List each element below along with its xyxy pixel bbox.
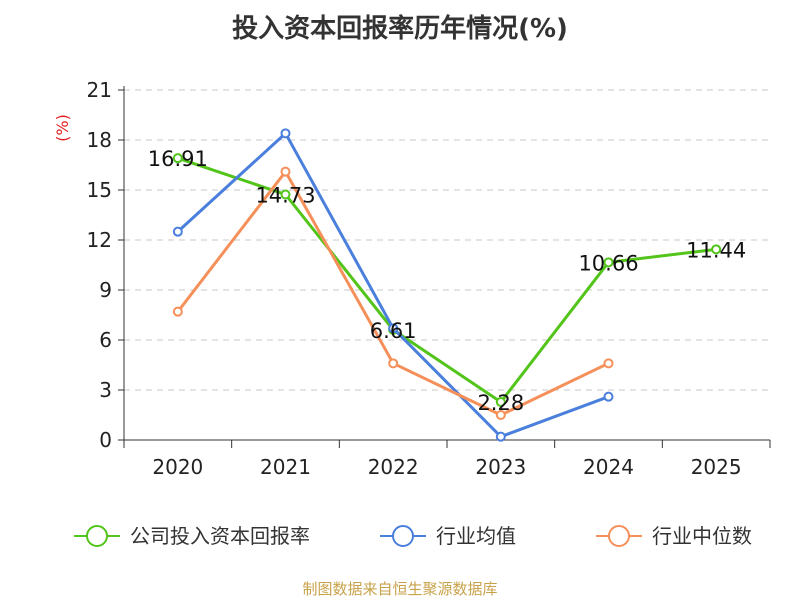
data-labels: 16.91 14.73 6.61 2.28 10.66 11.44 [148,147,746,415]
series-2-point-2024[interactable] [603,358,614,369]
series-1-point-2023[interactable] [495,431,506,442]
y-tick-label: 6 [99,328,112,352]
legend-label: 公司投入资本回报率 [130,524,310,548]
data-label-2023: 2.28 [477,391,524,415]
series-0-point-2020[interactable] [172,153,183,164]
legend-marker [86,525,108,547]
y-tick-label: 21 [87,78,112,102]
legend-item-2[interactable]: 行业中位数 [596,524,752,548]
series-0-point-2021[interactable] [280,189,291,200]
data-label-2024: 10.66 [578,251,638,275]
series-0-point-2025[interactable] [711,244,722,255]
series-1-point-2021[interactable] [280,128,291,139]
series-2-point-2020[interactable] [172,306,183,317]
y-tick-label: 9 [99,278,112,302]
source-note: 制图数据来自恒生聚源数据库 [302,580,498,598]
x-tick-label-2024: 2024 [583,455,634,479]
series-1-point-2024[interactable] [603,391,614,402]
x-tick-label-2021: 2021 [260,455,311,479]
series-line-2 [176,170,610,417]
series-2-point-2023[interactable] [495,410,506,420]
legend[interactable]: 公司投入资本回报率 行业均值 行业中位数 [74,524,752,548]
data-label-2020: 16.91 [148,147,208,171]
series-line-0 [177,156,717,404]
y-tick-label: 15 [87,178,112,202]
gridlines [124,89,770,391]
data-label-2022: 6.61 [370,319,417,343]
x-tick-label-2020: 2020 [152,455,203,479]
legend-label: 行业中位数 [652,524,752,548]
y-tick-label: 12 [87,228,112,252]
data-label-2025: 11.44 [686,238,746,262]
y-axis-unit-label: (%) [53,114,72,142]
y-tick-label: 0 [99,428,112,452]
legend-marker [608,525,630,547]
series-2-point-2021[interactable] [280,166,291,177]
y-tick-label: 3 [99,378,112,402]
legend-marker [392,525,414,547]
legend-label: 行业均值 [436,524,516,548]
y-tick-label: 18 [87,128,112,152]
series-0-point-2024[interactable] [603,257,614,268]
axes: 0 3 6 9 12 15 18 21 (%) 2020 2021 2022 2023 2024 2025 [53,78,771,479]
series-2-point-2022[interactable] [388,358,399,369]
x-tick-label-2025: 2025 [691,455,742,479]
legend-item-1[interactable]: 行业均值 [380,524,516,548]
series-1-point-2020[interactable] [172,226,183,237]
chart-title: 投入资本回报率历年情况(%) [232,14,568,44]
x-tick-label-2022: 2022 [368,455,419,479]
series-0-point-2023[interactable] [495,397,506,407]
legend-item-0[interactable]: 公司投入资本回报率 [74,524,310,548]
x-tick-label-2023: 2023 [475,455,526,479]
series-1-point-2022[interactable] [388,323,399,334]
data-label-2021: 14.73 [255,184,315,208]
series-group [172,128,722,442]
